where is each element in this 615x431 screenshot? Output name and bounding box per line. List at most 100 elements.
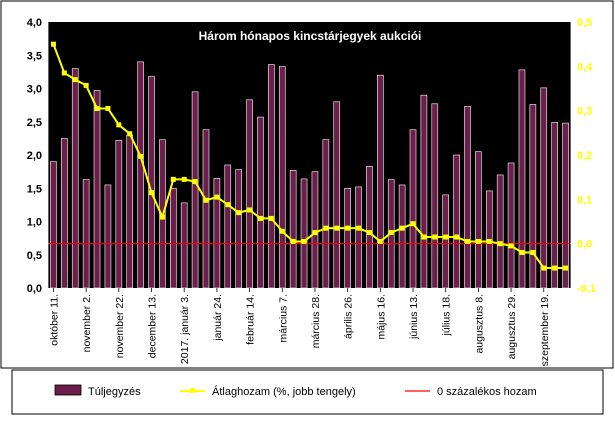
x-tick-label: december 13. [147, 294, 159, 358]
left-tick-label: 1,0 [27, 217, 42, 229]
chart-title: Három hónapos kincstárjegyek aukciói [199, 29, 422, 43]
x-tick-label: 2017. január 3. [179, 294, 191, 364]
yield-point [105, 105, 111, 111]
x-tick-label: augusztus 8. [473, 294, 485, 354]
yield-point [203, 197, 209, 203]
left-tick-label: 3,0 [27, 84, 42, 96]
yield-point [497, 241, 503, 247]
yield-point [170, 176, 176, 182]
right-tick-label: 0,1 [577, 194, 592, 206]
right-tick-label: 0,3 [577, 106, 592, 118]
yield-point [138, 153, 144, 159]
yield-point [149, 190, 155, 196]
yield-point [388, 230, 394, 236]
bars-layer [50, 61, 569, 289]
bar [322, 139, 330, 289]
yield-point [159, 214, 165, 220]
bar [409, 129, 417, 289]
left-tick-label: 0,5 [27, 250, 42, 262]
right-tick-label: -0,1 [577, 283, 596, 295]
bar [246, 99, 253, 289]
left-tick-label: 3,5 [27, 50, 42, 62]
yield-point [508, 243, 514, 249]
bar [496, 174, 504, 289]
yield-point [356, 225, 362, 231]
legend-box [11, 369, 604, 415]
x-tick-label: március 28. [310, 294, 322, 348]
yield-point [181, 176, 187, 182]
bar [300, 178, 308, 289]
right-tick-label: 0,0 [577, 239, 592, 251]
legend-line-label: Átlaghozam (%, jobb tengely) [212, 385, 356, 398]
legend-bar-label: Túljegyzés [88, 386, 141, 398]
left-tick-label: 1,5 [27, 183, 42, 195]
bar [278, 66, 286, 289]
bar [311, 171, 319, 289]
yield-point [366, 230, 372, 236]
legend-zero-label: 0 százalékos hozam [437, 386, 537, 398]
right-tick-label: 0,4 [577, 61, 593, 73]
yield-point [552, 265, 558, 271]
yield-point [301, 238, 307, 244]
left-tick-label: 0,0 [27, 283, 42, 295]
yield-point [72, 77, 78, 83]
yield-point [268, 215, 274, 221]
legend-bar-swatch [54, 384, 82, 396]
bar [431, 103, 439, 289]
x-tick-label: október 11. [48, 294, 60, 346]
yield-point [475, 238, 481, 244]
right-tick-label: 0,2 [577, 150, 592, 162]
yield-point [192, 179, 198, 185]
x-tick-label: november 22. [114, 294, 126, 358]
x-tick-label: február 14. [245, 294, 257, 345]
x-tick-label: május 16. [375, 294, 387, 340]
legend-line-marker [190, 388, 195, 393]
yield-point [377, 238, 383, 244]
yield-point [334, 225, 340, 231]
x-tick-label: augusztus 29. [506, 294, 518, 359]
yield-point [279, 228, 285, 234]
bar [191, 91, 199, 289]
bar [518, 69, 526, 289]
yield-point [541, 265, 547, 271]
yield-point [410, 221, 416, 227]
yield-point [530, 250, 536, 256]
bar [50, 161, 57, 289]
yield-point [519, 250, 525, 256]
bar [398, 184, 406, 289]
x-tick-label: január 24. [212, 294, 224, 342]
yield-point [464, 238, 470, 244]
bar [540, 87, 548, 289]
bar [507, 162, 515, 289]
bar [82, 179, 90, 289]
yield-point [127, 131, 133, 137]
yield-point [443, 234, 449, 240]
yield-point [247, 207, 253, 213]
yield-point [236, 210, 242, 216]
yield-point [83, 82, 89, 88]
bar [170, 187, 177, 289]
line-layer [50, 41, 569, 271]
yield-point [290, 238, 296, 244]
bar [115, 140, 123, 289]
bar [202, 129, 210, 289]
yield-point [257, 215, 263, 221]
bar [551, 122, 558, 289]
bar [355, 186, 362, 289]
bar [333, 101, 341, 289]
bar [257, 116, 264, 289]
yield-point [116, 122, 122, 128]
bar [61, 138, 68, 289]
right-tick-label: 0,5 [577, 17, 592, 29]
left-tick-label: 2,5 [27, 117, 42, 129]
bar [93, 90, 101, 289]
bar [366, 166, 373, 289]
yield-point [399, 225, 405, 231]
yield-point [225, 202, 231, 208]
x-tick-label: március 7. [277, 294, 289, 342]
yield-point [323, 225, 329, 231]
yield-point [94, 105, 100, 111]
bar [224, 164, 232, 289]
